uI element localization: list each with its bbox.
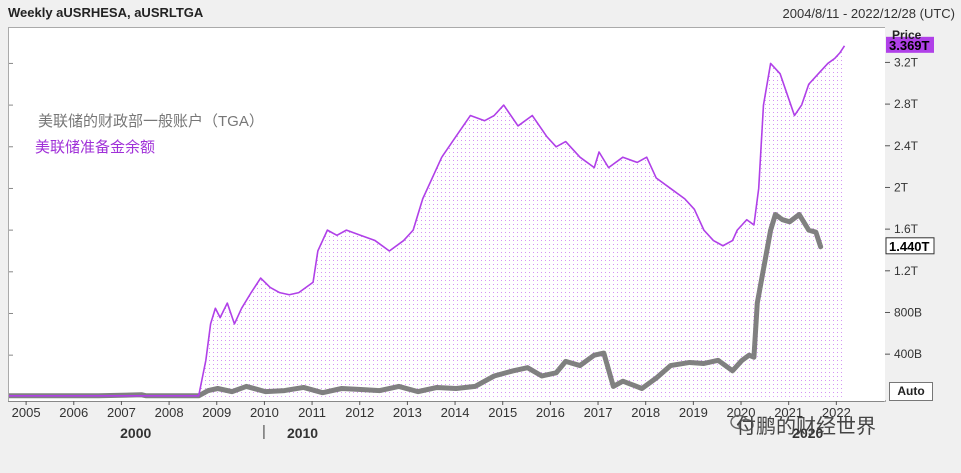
reserves-area-fill — [9, 45, 845, 397]
wechat-icon — [730, 414, 754, 432]
time-tick-label: 2021 — [774, 405, 803, 420]
price-tick-label: 2T — [894, 180, 909, 194]
time-tick-label: 2014 — [441, 405, 470, 420]
price-tick-label: 2.8T — [894, 97, 919, 111]
price-tick-label: 2.4T — [894, 139, 919, 153]
value-badge — [885, 237, 935, 255]
legend-reserves: 美联储准备金余额 — [35, 139, 156, 156]
chart-title: Weekly aUSRHESA, aUSRLTGA — [8, 5, 204, 20]
price-tick-label: 3.2T — [894, 55, 919, 69]
price-axis[interactable]: 3.2T 2.8T 2.4T 2T 1.6T 1.2T 800B 400B 3.369T 1.44… — [885, 27, 961, 400]
decade-label: 2010 — [287, 425, 318, 441]
value-badge — [886, 36, 934, 53]
price-axis-label: Price — [892, 28, 922, 42]
time-tick-label: 2013 — [393, 405, 422, 420]
decade-label: 2000 — [120, 425, 151, 441]
time-axis[interactable]: 2005 2006 2007 2008 2009 2010 2011 2012 2013 2014… — [8, 401, 884, 468]
date-range: 2004/8/11 - 2022/12/28 (UTC) — [782, 6, 955, 21]
time-tick-label: 2005 — [12, 405, 41, 420]
auto-scale-button[interactable]: Auto — [889, 382, 933, 401]
tga-series-line — [6, 212, 824, 399]
time-tick-label: 2012 — [345, 405, 374, 420]
time-tick-label: 2011 — [298, 405, 326, 420]
time-tick-label: 2022 — [822, 405, 851, 420]
value-badge-label: 3.369T — [889, 38, 930, 53]
price-tick-label: 800B — [894, 305, 922, 319]
time-tick-label: 2006 — [59, 405, 88, 420]
time-tick-label: 2017 — [584, 405, 613, 420]
time-tick-label: 2018 — [631, 405, 660, 420]
time-tick-label: 2009 — [202, 405, 231, 420]
watermark-text: 付鹏的财经世界 — [736, 414, 876, 438]
value-badge-label: 1.440T — [889, 239, 930, 254]
time-tick-label: 2016 — [536, 405, 565, 420]
legend-tga: 美联储的财政部一般账户（TGA） — [38, 113, 264, 130]
price-axis-svg: 3.2T 2.8T 2.4T 2T 1.6T 1.2T 800B 400B 3.369T 1.44… — [885, 36, 935, 361]
reserves-series-line — [9, 45, 846, 397]
price-tick-label: 1.6T — [894, 222, 919, 236]
time-tick-label: 2019 — [679, 405, 708, 420]
time-tick-label: 2010 — [250, 405, 279, 420]
time-tick-label: 2015 — [488, 405, 517, 420]
plot-svg — [6, 45, 846, 399]
time-tick-label: 2008 — [155, 405, 184, 420]
time-axis-svg: 2005 2006 2007 2008 2009 2010 2011 2012 2013 2014… — [8, 401, 884, 441]
price-tick-label: 1.2T — [894, 264, 919, 278]
time-tick-label: 2007 — [107, 405, 136, 420]
price-tick-label: 400B — [894, 347, 922, 361]
plot-area[interactable] — [6, 27, 886, 402]
decade-label: 2020 — [792, 425, 823, 441]
